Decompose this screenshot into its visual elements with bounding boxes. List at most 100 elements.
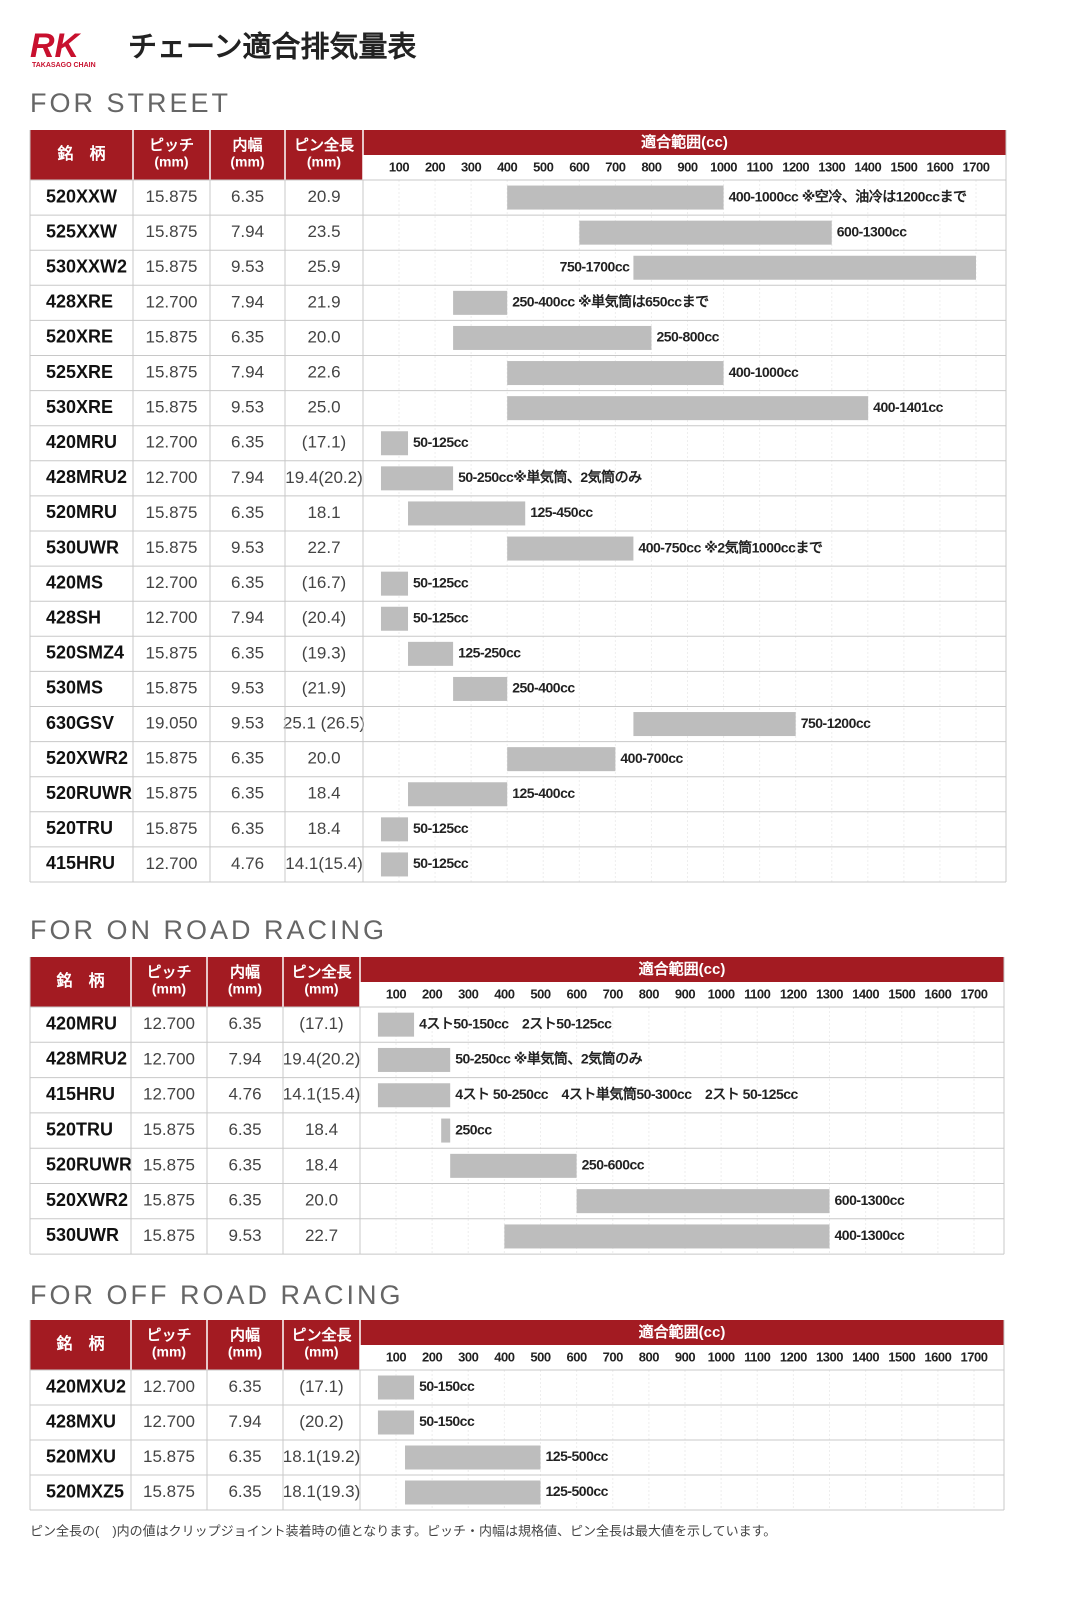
spec-value: 12.700 — [143, 1014, 195, 1033]
spec-value: 9.53 — [231, 538, 264, 557]
spec-value: (16.7) — [302, 573, 346, 592]
scale-label: 500 — [530, 1349, 550, 1364]
spec-value: (20.4) — [302, 608, 346, 627]
spec-value: 6.35 — [228, 1014, 261, 1033]
scale-label: 900 — [675, 1349, 695, 1364]
model-name: 415HRU — [46, 853, 115, 873]
spec-value: 15.875 — [143, 1155, 195, 1174]
range-label: 250cc — [455, 1121, 492, 1137]
scale-label: 1600 — [924, 1349, 951, 1364]
spec-value: 6.35 — [231, 327, 264, 346]
model-name: 530UWR — [46, 1225, 119, 1245]
scale-label: 1100 — [744, 986, 770, 1001]
header-bg — [30, 130, 363, 180]
column-header: ピン全長 — [291, 963, 352, 981]
model-name: 530XXW2 — [46, 257, 127, 277]
scale-label: 900 — [675, 986, 695, 1001]
spec-value: 12.700 — [143, 1049, 195, 1068]
range-bar — [504, 1224, 830, 1249]
column-header: 内幅 — [232, 136, 262, 154]
column-unit: (mm) — [228, 1344, 262, 1360]
footnote: ピン全長の( )内の値はクリップジョイント装着時の値となります。ピッチ・内幅は規… — [30, 1523, 776, 1538]
spec-value: 15.875 — [146, 749, 198, 768]
spec-value: 12.700 — [146, 468, 198, 487]
range-bar — [633, 255, 976, 280]
spec-value: 22.6 — [307, 363, 340, 382]
range-bar — [507, 361, 724, 386]
column-header: ピッチ — [146, 1327, 191, 1344]
range-label: 50-125cc — [413, 574, 469, 590]
spec-value: 9.53 — [231, 398, 264, 417]
range-bar — [576, 1189, 830, 1214]
spec-value: 9.53 — [231, 257, 264, 276]
range-bar — [507, 747, 616, 772]
model-name: 520MRU — [46, 502, 117, 522]
model-name: 630GSV — [46, 713, 114, 733]
spec-value: 18.1(19.3) — [283, 1482, 361, 1501]
spec-value: 18.4 — [305, 1155, 338, 1174]
section-title: FOR OFF ROAD RACING — [30, 1280, 404, 1310]
scale-label: 1600 — [926, 159, 953, 174]
header-bg — [363, 130, 1006, 155]
scale-label: 300 — [458, 1349, 478, 1364]
section-title: FOR ON ROAD RACING — [30, 915, 387, 945]
scale-label: 1000 — [708, 1349, 735, 1364]
spec-value: 14.1(15.4) — [283, 1085, 361, 1104]
spec-value: 6.35 — [231, 819, 264, 838]
spec-value: 7.94 — [231, 222, 264, 241]
scale-label: 1100 — [744, 1349, 770, 1364]
scale-label: 300 — [461, 159, 481, 174]
spec-value: 15.875 — [143, 1120, 195, 1139]
scale-label: 1200 — [780, 986, 807, 1001]
scale-label: 1200 — [782, 159, 809, 174]
scale-label: 1100 — [747, 159, 773, 174]
scale-label: 1500 — [888, 1349, 915, 1364]
scale-label: 600 — [567, 1349, 587, 1364]
range-bar — [408, 782, 508, 807]
spec-value: 12.700 — [143, 1085, 195, 1104]
spec-value: 6.35 — [231, 749, 264, 768]
model-name: 525XRE — [46, 362, 113, 382]
spec-value: (20.2) — [299, 1412, 343, 1431]
range-label: 250-800cc — [656, 329, 719, 345]
model-name: 520TRU — [46, 818, 113, 838]
range-bar — [633, 712, 796, 737]
scale-label: 700 — [603, 1349, 623, 1364]
model-name: 525XXW — [46, 221, 117, 241]
column-header: 銘 柄 — [56, 1334, 104, 1353]
range-bar — [380, 852, 409, 877]
scale-label: 1700 — [961, 1349, 988, 1364]
model-name: 520XWR2 — [46, 1190, 128, 1210]
spec-value: 22.7 — [307, 538, 340, 557]
scale-label: 1400 — [852, 986, 879, 1001]
model-name: 530UWR — [46, 537, 119, 557]
range-bar — [507, 396, 869, 421]
spec-value: 6.35 — [231, 187, 264, 206]
scale-label: 100 — [386, 986, 406, 1001]
model-name: 520MXZ5 — [46, 1481, 124, 1501]
range-bar — [405, 1445, 541, 1470]
model-name: 420MXU2 — [46, 1376, 126, 1396]
range-bar — [408, 501, 526, 526]
range-label: 50-125cc — [413, 434, 469, 450]
range-label: 125-500cc — [546, 1483, 609, 1499]
range-label: 250-600cc — [582, 1157, 645, 1173]
spec-value: 15.875 — [143, 1226, 195, 1245]
scale-label: 1300 — [816, 1349, 843, 1364]
spec-value: 18.4 — [307, 784, 340, 803]
spec-value: 18.1 — [307, 503, 340, 522]
range-bar — [453, 325, 652, 350]
column-header: 銘 柄 — [57, 144, 105, 163]
column-header: ピン全長 — [294, 136, 355, 154]
column-header: 銘 柄 — [56, 971, 104, 990]
spec-value: 7.94 — [231, 608, 264, 627]
spec-value: 19.4(20.2) — [283, 1049, 361, 1068]
spec-value: 4.76 — [231, 854, 264, 873]
spec-value: 15.875 — [146, 257, 198, 276]
logo-mark: RK — [30, 27, 82, 65]
spec-value: 15.875 — [146, 363, 198, 382]
range-label: 400-700cc — [620, 750, 683, 766]
range-bar — [405, 1480, 541, 1505]
range-header: 適合範囲(cc) — [639, 1323, 726, 1341]
